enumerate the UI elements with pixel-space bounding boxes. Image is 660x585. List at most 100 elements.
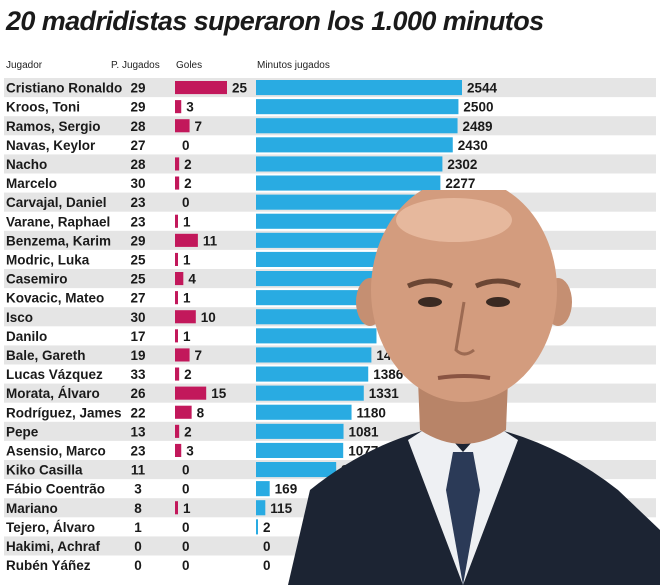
games-value: 26 xyxy=(130,386,146,401)
player-name: Rubén Yáñez xyxy=(6,558,91,573)
goals-value: 0 xyxy=(182,138,190,153)
goals-value: 1 xyxy=(183,252,191,267)
minutes-bar xyxy=(256,309,389,325)
player-name: Isco xyxy=(6,310,33,325)
games-value: 27 xyxy=(130,291,145,306)
minutes-value: 2489 xyxy=(463,119,493,134)
player-name: Pepe xyxy=(6,424,39,439)
minutes-value: 0 xyxy=(263,558,271,573)
goals-bar xyxy=(175,424,180,438)
minutes-bar xyxy=(256,99,459,115)
goals-value: 4 xyxy=(188,272,196,287)
player-name: Carvajal, Daniel xyxy=(6,195,107,210)
player-name: Mariano xyxy=(6,501,58,516)
minutes-bar xyxy=(256,271,395,287)
games-value: 25 xyxy=(130,252,146,267)
minutes-value: 2430 xyxy=(458,138,488,153)
goals-value: 1 xyxy=(183,329,191,344)
goals-value: 0 xyxy=(182,520,190,535)
goals-bar xyxy=(175,501,178,515)
player-name: Bale, Gareth xyxy=(6,348,86,363)
header-minutes: Minutos jugados xyxy=(257,60,330,71)
minutes-value: 2544 xyxy=(467,81,498,96)
player-name: Kovacic, Mateo xyxy=(6,291,104,306)
goals-value: 2 xyxy=(184,157,192,172)
goals-bar xyxy=(175,443,182,457)
minutes-value: 0 xyxy=(263,539,271,554)
minutes-bar xyxy=(256,500,266,516)
goals-bar xyxy=(175,81,227,95)
goals-bar xyxy=(175,348,190,362)
games-value: 23 xyxy=(130,214,146,229)
minutes-bar xyxy=(256,385,364,401)
games-value: 8 xyxy=(134,501,142,516)
games-value: 22 xyxy=(130,405,145,420)
minutes-value: 1331 xyxy=(369,386,400,401)
goals-value: 0 xyxy=(182,463,190,478)
minutes-bar xyxy=(256,118,458,134)
goals-value: 1 xyxy=(183,214,191,229)
minutes-value: 2 xyxy=(263,520,271,535)
player-name: Ramos, Sergio xyxy=(6,119,101,134)
games-value: 0 xyxy=(134,558,142,573)
minutes-bar xyxy=(256,194,420,210)
minutes-bar xyxy=(256,442,344,458)
goals-bar xyxy=(175,233,198,247)
goals-bar xyxy=(175,291,178,305)
games-value: 23 xyxy=(130,195,146,210)
games-value: 29 xyxy=(130,81,145,96)
goals-bar xyxy=(175,157,180,171)
goals-bar xyxy=(175,100,182,114)
games-value: 28 xyxy=(130,119,146,134)
minutes-bar xyxy=(256,366,369,382)
minutes-value: 115 xyxy=(270,501,292,516)
chart-title: 20 madridistas superaron los 1.000 minut… xyxy=(6,6,544,36)
player-name: Kiko Casilla xyxy=(6,463,83,478)
goals-value: 0 xyxy=(182,558,190,573)
player-name: Navas, Keylor xyxy=(6,138,96,153)
minutes-bar xyxy=(256,481,270,497)
goals-value: 15 xyxy=(211,386,227,401)
games-value: 17 xyxy=(130,329,145,344)
games-value: 27 xyxy=(130,138,145,153)
games-value: 0 xyxy=(134,539,142,554)
minutes-bar xyxy=(256,213,413,229)
player-name: Modric, Luka xyxy=(6,252,90,267)
games-value: 29 xyxy=(130,100,145,115)
games-value: 1 xyxy=(134,520,142,535)
coach-portrait-image xyxy=(288,190,660,585)
minutes-value: 169 xyxy=(275,482,298,497)
player-name: Lucas Vázquez xyxy=(6,367,103,382)
player-name: Nacho xyxy=(6,157,47,172)
goals-bar xyxy=(175,272,184,286)
header-games: P. Jugados xyxy=(111,60,160,71)
goals-value: 2 xyxy=(184,176,192,191)
games-value: 11 xyxy=(131,463,146,478)
goals-value: 3 xyxy=(186,443,194,458)
goals-bar xyxy=(175,176,180,190)
player-name: Kroos, Toni xyxy=(6,100,80,115)
goals-value: 8 xyxy=(197,405,205,420)
minutes-bar xyxy=(256,328,377,344)
games-value: 23 xyxy=(130,443,146,458)
header-goals: Goles xyxy=(176,60,203,71)
goals-bar xyxy=(175,367,180,381)
minutes-bar xyxy=(256,175,441,191)
minutes-bar xyxy=(256,137,453,153)
goals-value: 7 xyxy=(195,348,203,363)
goals-bar xyxy=(175,386,207,400)
goals-value: 10 xyxy=(201,310,216,325)
minutes-bar xyxy=(256,80,462,96)
player-name: Rodríguez, James xyxy=(6,405,122,420)
header-player: Jugador xyxy=(6,60,43,71)
player-name: Marcelo xyxy=(6,176,57,191)
minutes-value: 2302 xyxy=(447,157,477,172)
player-name: Asensio, Marco xyxy=(6,443,106,458)
games-value: 33 xyxy=(130,367,146,382)
games-value: 30 xyxy=(130,310,145,325)
minutes-bar xyxy=(256,251,410,267)
games-value: 30 xyxy=(130,176,145,191)
minutes-value: 1386 xyxy=(373,367,404,382)
player-name: Morata, Álvaro xyxy=(6,386,100,401)
goals-value: 11 xyxy=(203,233,218,248)
